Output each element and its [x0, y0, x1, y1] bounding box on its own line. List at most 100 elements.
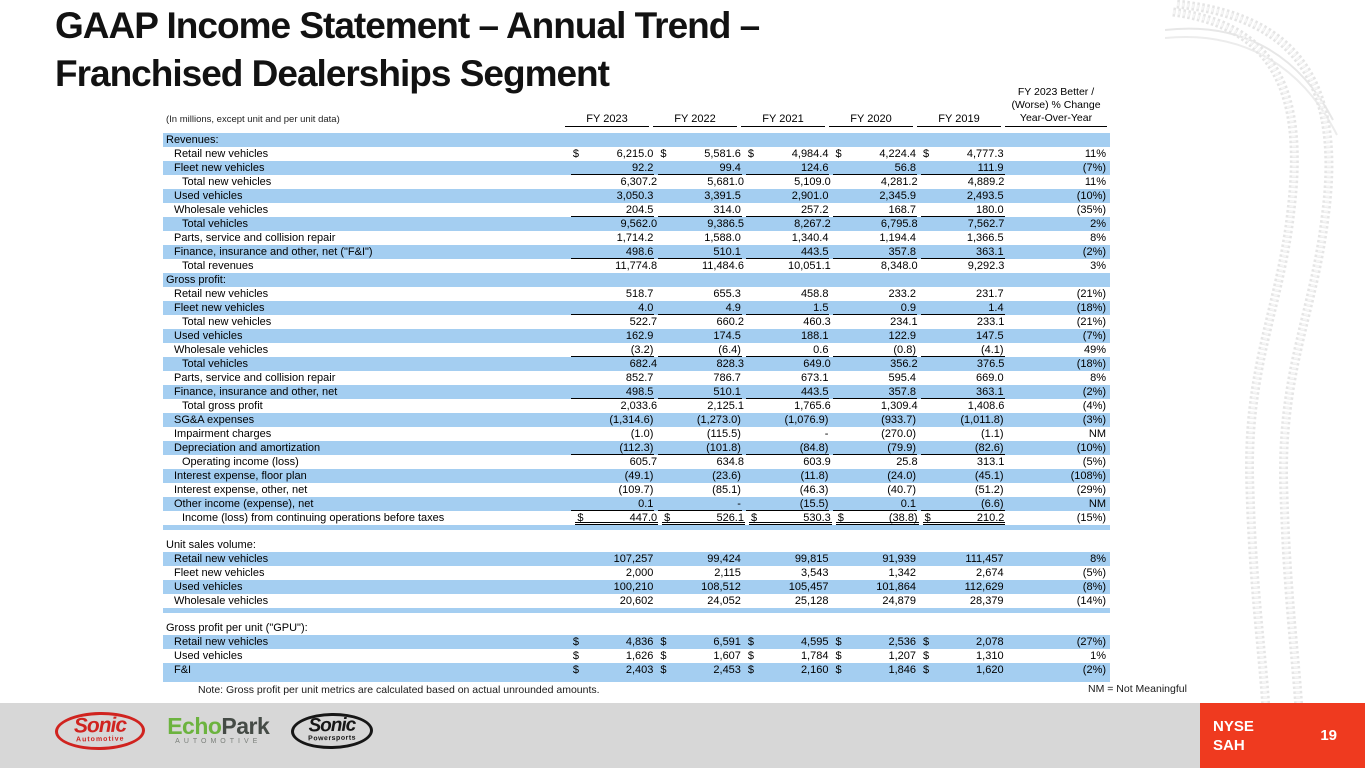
change-cell: 3% [1090, 260, 1107, 272]
value-cell: (1.1) [980, 428, 1004, 440]
value-cell: 111.9 [921, 161, 1005, 175]
change-cell: (10%) [1076, 190, 1107, 202]
value-cell: (101.8) [658, 441, 742, 455]
value-cell: $2,403 [572, 664, 654, 676]
value-cell: 460.3 [803, 316, 831, 328]
value-cell: 1,309.4 [880, 400, 918, 412]
value-cell: (15.5) [745, 497, 830, 511]
value-cell: 111,457 [965, 553, 1004, 565]
value-cell: $1,607 [660, 650, 741, 662]
value-cell: (3.2) [570, 343, 655, 357]
value-cell [565, 133, 649, 147]
value-cell: $1,207 [835, 650, 917, 662]
echopark-logo: EchoPark AUTOMOTIVE [167, 713, 270, 746]
table-row: Retail new vehicles $6,215.0 $5,581.6 $4,98… [163, 147, 1110, 161]
table-row: Income (loss) from continuing operations… [163, 511, 1110, 525]
row-label: Used vehicles [174, 581, 243, 593]
value-cell: $5,581.6 [660, 148, 741, 160]
footer-band [0, 703, 1200, 768]
table-row: Total vehicles 9,562.0 9,386.5 8,267.2 6,795… [163, 217, 1110, 231]
value-cell: 25,128 [794, 595, 829, 607]
value-cell: 356.2 [890, 358, 918, 370]
table-row: Retail new vehicles 518.7 655.3 458.8 233.2 2… [163, 287, 1110, 301]
table-row: Parts, service and collision repair 852.7… [163, 371, 1110, 385]
value-cell [917, 621, 1001, 635]
row-label: Fleet new vehicles [174, 567, 265, 579]
value-cell: 147.5 [976, 330, 1004, 342]
value-cell: 124.6 [745, 161, 830, 175]
value-cell: 4.9 [658, 301, 742, 315]
change-cell: (14%) [1076, 595, 1107, 607]
row-label: Finance, insurance and other, net [174, 386, 338, 398]
value-cell: 107,257 [613, 553, 654, 565]
value-cell: 204.5 [570, 203, 655, 217]
ticker-badge: NYSE SAH 19 [1200, 703, 1365, 768]
value-cell: 5,109.0 [794, 176, 831, 188]
value-cell: (1,076.9) [784, 414, 829, 426]
value-cell: 174.5 [713, 330, 741, 342]
table-spacer-row [163, 677, 1110, 682]
value-cell [741, 133, 825, 147]
value-cell: (115.5) [706, 428, 741, 440]
table-row: Gross profit per unit ("GPU"): [163, 621, 1110, 635]
change-cell: (27%) [1076, 636, 1107, 648]
page-title-line2: Franchised Dealerships Segment [55, 53, 610, 94]
value-cell: 458.8 [800, 288, 829, 300]
value-cell: 1,588.0 [704, 232, 741, 244]
change-cell: (35%) [1076, 204, 1107, 216]
value-cell: 0.1 [570, 497, 655, 511]
sonic-automotive-logo: Sonic Automotive [54, 711, 146, 751]
change-cell: (8%) [1082, 581, 1107, 593]
value-cell: 28,379 [969, 595, 1004, 607]
row-label: Wholesale vehicles [174, 595, 269, 607]
table-spacer-row [163, 613, 1110, 621]
value-cell: 603.9 [803, 456, 831, 468]
value-cell: 2,033.6 [620, 400, 658, 412]
value-cell [565, 621, 649, 635]
value-cell: 11,774.8 [615, 260, 658, 272]
table-spacer-row [163, 608, 1110, 613]
value-cell [829, 621, 913, 635]
value-cell: 3,391.5 [704, 190, 741, 202]
value-cell: $2,160 [747, 664, 829, 676]
value-cell: 233.2 [888, 288, 917, 300]
value-cell: 2,125.1 [707, 400, 744, 412]
value-cell: 2,493.5 [966, 190, 1004, 202]
row-label: Gross profit per unit ("GPU"): [166, 622, 308, 634]
value-cell [829, 133, 913, 147]
value-cell: 595.4 [888, 372, 917, 384]
value-cell: 112,629 [964, 581, 1004, 593]
value-cell: 8,267.2 [794, 218, 831, 230]
value-cell: $1,846 [835, 664, 917, 676]
change-cell: 8% [1090, 553, 1107, 565]
change-cell: (18%) [1076, 358, 1107, 370]
value-cell: 363.1 [921, 245, 1005, 259]
value-cell: 11,484.6 [701, 260, 744, 272]
table-row: Retail new vehicles $4,836 $6,591 $4,595 $2,… [163, 635, 1110, 649]
value-cell [741, 538, 825, 552]
value-cell: 522.7 [629, 316, 658, 328]
value-cell: (84.8) [745, 441, 830, 455]
value-cell: 6,307.2 [620, 176, 658, 188]
value-cell: 100,210 [613, 581, 654, 593]
value-cell: 2,345.9 [879, 190, 917, 202]
table-row: F&I $2,403 $2,453 $2,160 $1,846 $1,620 (2%) [163, 663, 1110, 677]
value-cell: (85.1) [712, 484, 741, 496]
row-label: F&I [174, 664, 192, 676]
row-label: Parts, service and collision repair [174, 232, 336, 244]
value-cell: 162.9 [625, 330, 654, 342]
value-cell: 180.0 [921, 203, 1005, 217]
table-row: Other income (expense), net 0.1- (15.5) 0.1… [163, 497, 1110, 511]
table-row: Used vehicles 3,050.3 3,391.5 2,901.0 2,345.… [163, 189, 1110, 203]
table-row: Interest expense, floor plan (49.1) (23.6)… [163, 469, 1110, 483]
value-cell: 257.2 [745, 203, 830, 217]
row-label: Interest expense, floor plan [174, 470, 307, 482]
value-cell: (40.7) [887, 484, 917, 496]
table-row: Wholesale vehicles 204.5 314.0 257.2 168.7 18… [163, 203, 1110, 217]
value-cell: (109.7) [618, 484, 654, 496]
value-cell: 20,602 [619, 595, 654, 607]
table-row: Wholesale vehicles (3.2) (6.4) 0.6 (0.8) (4.1… [163, 343, 1110, 357]
column-header-change: FY 2023 Better / (Worse) % Change Year-O… [1005, 86, 1107, 127]
change-cell: 2% [1090, 218, 1107, 230]
value-cell: 669.0 [976, 372, 1004, 384]
